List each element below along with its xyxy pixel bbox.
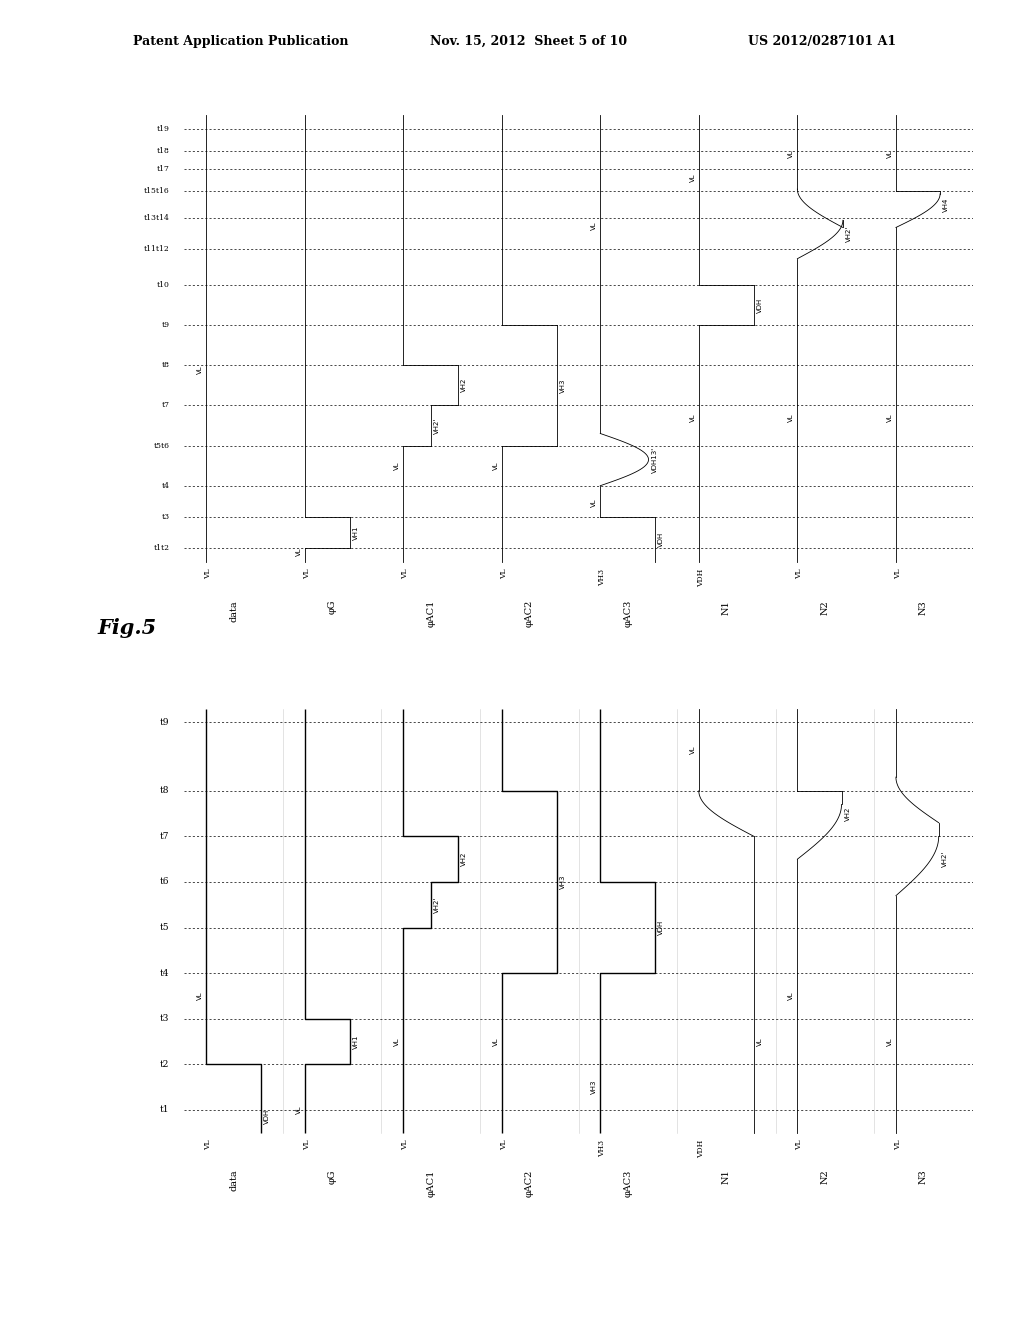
Text: VL: VL: [788, 149, 795, 158]
Text: t8: t8: [160, 787, 170, 795]
Text: VL: VL: [394, 1038, 400, 1045]
Text: VL: VL: [796, 569, 804, 579]
Text: VH1: VH1: [353, 1035, 358, 1049]
Text: t10: t10: [157, 281, 170, 289]
Text: Nov. 15, 2012  Sheet 5 of 10: Nov. 15, 2012 Sheet 5 of 10: [430, 34, 628, 48]
Text: VDH: VDH: [658, 532, 665, 548]
Text: VH2': VH2': [942, 851, 947, 867]
Text: N2: N2: [820, 1170, 829, 1184]
Text: VDH: VDH: [697, 569, 705, 587]
Text: φG: φG: [328, 601, 337, 615]
Text: t18: t18: [157, 147, 170, 154]
Text: t15t16: t15t16: [143, 187, 170, 195]
Text: t4: t4: [160, 969, 170, 978]
Text: VL: VL: [303, 1139, 310, 1150]
Text: VL: VL: [197, 991, 203, 1001]
Text: t11t12: t11t12: [143, 246, 170, 253]
Text: VL: VL: [690, 413, 696, 422]
Text: VL: VL: [493, 1038, 499, 1045]
Text: VL: VL: [500, 1139, 508, 1150]
Text: Fig.5: Fig.5: [97, 618, 157, 638]
Text: t17: t17: [157, 165, 170, 173]
Text: t5: t5: [160, 923, 170, 932]
Text: N2: N2: [820, 601, 829, 615]
Text: VDH: VDH: [757, 297, 763, 313]
Text: φAC2: φAC2: [524, 601, 534, 627]
Text: VH2: VH2: [461, 851, 467, 866]
Text: VL: VL: [296, 548, 302, 556]
Text: VL: VL: [394, 461, 400, 470]
Text: VL: VL: [887, 1038, 893, 1045]
Text: t3: t3: [160, 1014, 170, 1023]
Text: VH3: VH3: [591, 1080, 597, 1094]
Text: VH4: VH4: [943, 197, 949, 211]
Text: φAC1: φAC1: [426, 601, 435, 627]
Text: t3: t3: [162, 513, 170, 521]
Text: VL: VL: [894, 1139, 902, 1150]
Text: VL: VL: [204, 569, 212, 579]
Text: VL: VL: [204, 1139, 212, 1150]
Text: VL: VL: [788, 413, 795, 422]
Text: t1: t1: [160, 1106, 170, 1114]
Text: Patent Application Publication: Patent Application Publication: [133, 34, 348, 48]
Text: t7: t7: [162, 401, 170, 409]
Text: VH2': VH2': [434, 896, 439, 913]
Text: N3: N3: [919, 1170, 928, 1184]
Text: VH2: VH2: [461, 378, 467, 392]
Text: VDH: VDH: [697, 1139, 705, 1158]
Text: VH2': VH2': [846, 226, 852, 242]
Text: VDH: VDH: [264, 1109, 270, 1123]
Text: VH3: VH3: [598, 1139, 606, 1156]
Text: VL: VL: [757, 1038, 763, 1045]
Text: VL: VL: [401, 1139, 410, 1150]
Text: VL: VL: [894, 569, 902, 579]
Text: VL: VL: [401, 569, 410, 579]
Text: VL: VL: [303, 569, 310, 579]
Text: VH3: VH3: [560, 378, 566, 392]
Text: t1t2: t1t2: [154, 544, 170, 552]
Text: VL: VL: [788, 991, 795, 1001]
Text: VL: VL: [493, 461, 499, 470]
Text: VDH13': VDH13': [651, 446, 657, 473]
Text: t2: t2: [160, 1060, 170, 1069]
Text: t4: t4: [162, 482, 170, 490]
Text: VH1: VH1: [353, 525, 358, 540]
Text: t6: t6: [160, 878, 170, 887]
Text: φAC1: φAC1: [426, 1170, 435, 1197]
Text: t7: t7: [160, 832, 170, 841]
Text: VH2: VH2: [845, 807, 851, 821]
Text: VL: VL: [690, 173, 696, 182]
Text: t8: t8: [162, 362, 170, 370]
Text: VL: VL: [887, 149, 893, 158]
Text: N1: N1: [722, 601, 731, 615]
Text: VH3: VH3: [560, 875, 566, 890]
Text: VH3: VH3: [598, 569, 606, 586]
Text: data: data: [229, 1170, 239, 1191]
Text: VH2': VH2': [434, 417, 439, 433]
Text: VL: VL: [296, 1106, 302, 1114]
Text: VL: VL: [796, 1139, 804, 1150]
Text: t13t14: t13t14: [143, 214, 170, 222]
Text: data: data: [229, 601, 239, 622]
Text: VL: VL: [887, 413, 893, 422]
Text: N1: N1: [722, 1170, 731, 1184]
Text: VL: VL: [500, 569, 508, 579]
Text: US 2012/0287101 A1: US 2012/0287101 A1: [748, 34, 896, 48]
Text: t19: t19: [157, 124, 170, 132]
Text: φAC2: φAC2: [524, 1170, 534, 1197]
Text: t5t6: t5t6: [154, 441, 170, 450]
Text: N3: N3: [919, 601, 928, 615]
Text: φG: φG: [328, 1170, 337, 1184]
Text: VL: VL: [591, 498, 597, 507]
Text: φAC3: φAC3: [624, 1170, 633, 1197]
Text: t9: t9: [162, 321, 170, 329]
Text: φAC3: φAC3: [624, 601, 633, 627]
Text: VL: VL: [591, 222, 597, 230]
Text: VL: VL: [690, 746, 696, 754]
Text: t9: t9: [160, 718, 170, 727]
Text: VL: VL: [197, 366, 203, 374]
Text: VDH: VDH: [658, 920, 665, 936]
